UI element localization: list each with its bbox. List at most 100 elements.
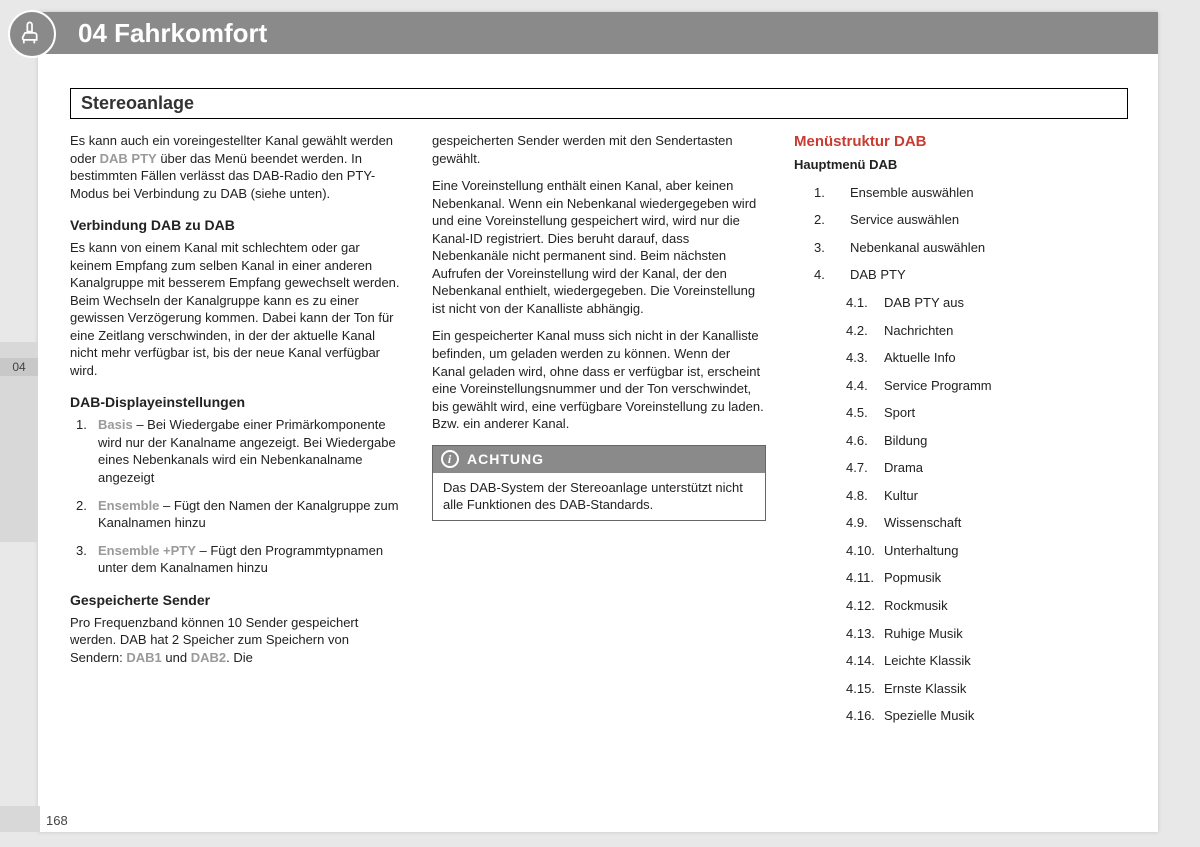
menu-item: 4.8.Kultur — [794, 487, 1128, 505]
page-footer-bar — [0, 806, 1158, 832]
menu-item-label: Spezielle Musik — [884, 707, 974, 725]
menu-item-number: 2. — [794, 211, 850, 229]
seat-icon — [8, 10, 56, 58]
menu-item: 4.3.Aktuelle Info — [794, 349, 1128, 367]
menu-item-number: 4.11. — [794, 569, 884, 587]
menu-item-number: 4.8. — [794, 487, 884, 505]
list-lead-term: Basis — [98, 417, 133, 432]
menu-item: 4.5.Sport — [794, 404, 1128, 422]
list-item: 3.Ensemble +PTY – Fügt den Programmtypna… — [76, 542, 404, 577]
menu-sublist: 4.1.DAB PTY aus4.2.Nachrichten4.3.Aktuel… — [794, 294, 1128, 725]
menu-item-number: 4.12. — [794, 597, 884, 615]
paper: 04 Fahrkomfort Stereoanlage 04 Es kann a… — [38, 12, 1158, 832]
menu-item-label: DAB PTY — [850, 266, 906, 284]
list-lead-term: Ensemble — [98, 498, 159, 513]
display-settings-list: 1.Basis – Bei Wiedergabe einer Primärkom… — [76, 416, 404, 576]
menu-item-label: Kultur — [884, 487, 918, 505]
page-number: 168 — [46, 813, 68, 828]
menu-item-number: 4.4. — [794, 377, 884, 395]
text: und — [162, 650, 191, 665]
menu-item-label: Nebenkanal auswählen — [850, 239, 985, 257]
text: . Die — [226, 650, 253, 665]
menu-item-number: 4.10. — [794, 542, 884, 560]
text: – Bei Wiedergabe einer Primärkomponente … — [98, 417, 396, 485]
callout-title: ACHTUNG — [467, 450, 544, 469]
dab2-term: DAB2 — [191, 650, 226, 665]
menu-item: 4.16.Spezielle Musik — [794, 707, 1128, 725]
c2-p2: Eine Voreinstellung enthält einen Kanal,… — [432, 177, 766, 317]
menu-item-number: 4.14. — [794, 652, 884, 670]
menu-item: 4.11.Popmusik — [794, 569, 1128, 587]
c1-p3: Pro Frequenzband können 10 Sender gespei… — [70, 614, 404, 667]
side-tab-number: 04 — [0, 358, 38, 376]
section-title-box: Stereoanlage — [70, 88, 1128, 119]
dab1-term: DAB1 — [126, 650, 161, 665]
menu-item-label: Sport — [884, 404, 915, 422]
menu-item-number: 4.16. — [794, 707, 884, 725]
menu-item-label: Rockmusik — [884, 597, 948, 615]
menu-item-label: Drama — [884, 459, 923, 477]
list-number: 1. — [76, 416, 98, 486]
menu-item-label: Aktuelle Info — [884, 349, 956, 367]
menu-item-number: 4.7. — [794, 459, 884, 477]
menu-item-number: 1. — [794, 184, 850, 202]
menu-item-label: Ensemble auswählen — [850, 184, 974, 202]
chapter-header: 04 Fahrkomfort — [38, 12, 1158, 54]
menu-item-label: Service Programm — [884, 377, 992, 395]
chapter-title: 04 Fahrkomfort — [78, 18, 267, 49]
list-item: 2.Ensemble – Fügt den Namen der Kanalgru… — [76, 497, 404, 532]
menu-item: 1.Ensemble auswählen — [794, 184, 1128, 202]
side-tab: 04 — [0, 342, 38, 542]
menu-item: 4.14.Leichte Klassik — [794, 652, 1128, 670]
menu-item: 4.4.Service Programm — [794, 377, 1128, 395]
list-lead-term: Ensemble +PTY — [98, 543, 196, 558]
menu-item: 3.Nebenkanal auswählen — [794, 239, 1128, 257]
column-2: gespeicherten Sender werden mit den Send… — [432, 132, 766, 735]
callout-body: Das DAB-System der Stereoanlage unterstü… — [433, 473, 765, 520]
main-menu-heading: Hauptmenü DAB — [794, 156, 1128, 174]
c2-p1: gespeicherten Sender werden mit den Send… — [432, 132, 766, 167]
list-number: 3. — [76, 542, 98, 577]
info-icon: i — [441, 450, 459, 468]
menu-item-label: Bildung — [884, 432, 927, 450]
list-body: Basis – Bei Wiedergabe einer Primärkompo… — [98, 416, 404, 486]
menu-item-label: Unterhaltung — [884, 542, 958, 560]
menu-item-number: 4.2. — [794, 322, 884, 340]
menu-item: 4.6.Bildung — [794, 432, 1128, 450]
menu-item-label: Ernste Klassik — [884, 680, 966, 698]
menu-item-label: DAB PTY aus — [884, 294, 964, 312]
menu-item-label: Wissenschaft — [884, 514, 961, 532]
menu-item: 4.DAB PTY — [794, 266, 1128, 284]
c1-h2: DAB-Displayeinstellungen — [70, 393, 404, 412]
c2-p3: Ein gespeicherter Kanal muss sich nicht … — [432, 327, 766, 432]
content-columns: Es kann auch ein voreingestellter Kanal … — [70, 132, 1128, 735]
list-body: Ensemble – Fügt den Namen der Kanalgrupp… — [98, 497, 404, 532]
menu-item-number: 4.9. — [794, 514, 884, 532]
list-number: 2. — [76, 497, 98, 532]
menu-item-number: 4.6. — [794, 432, 884, 450]
menu-item-number: 4.13. — [794, 625, 884, 643]
menu-item: 4.7.Drama — [794, 459, 1128, 477]
menu-item: 4.10.Unterhaltung — [794, 542, 1128, 560]
menu-list: 1.Ensemble auswählen2.Service auswählen3… — [794, 184, 1128, 284]
menu-item-label: Ruhige Musik — [884, 625, 963, 643]
menu-item: 2.Service auswählen — [794, 211, 1128, 229]
page-root: 04 Fahrkomfort Stereoanlage 04 Es kann a… — [0, 0, 1200, 847]
menu-item-label: Leichte Klassik — [884, 652, 971, 670]
section-title: Stereoanlage — [81, 93, 1117, 114]
menu-item-label: Service auswählen — [850, 211, 959, 229]
c1-h1: Verbindung DAB zu DAB — [70, 216, 404, 235]
list-item: 1.Basis – Bei Wiedergabe einer Primärkom… — [76, 416, 404, 486]
menu-item: 4.2.Nachrichten — [794, 322, 1128, 340]
menu-item: 4.9.Wissenschaft — [794, 514, 1128, 532]
c1-p1: Es kann auch ein voreingestellter Kanal … — [70, 132, 404, 202]
column-1: Es kann auch ein voreingestellter Kanal … — [70, 132, 404, 735]
menu-item-number: 3. — [794, 239, 850, 257]
dab-pty-term: DAB PTY — [100, 151, 157, 166]
attention-callout: i ACHTUNG Das DAB-System der Stereoanlag… — [432, 445, 766, 521]
menu-item-label: Popmusik — [884, 569, 941, 587]
menu-item-number: 4. — [794, 266, 850, 284]
callout-header: i ACHTUNG — [433, 446, 765, 473]
menu-item-number: 4.3. — [794, 349, 884, 367]
c1-p2: Es kann von einem Kanal mit schlechtem o… — [70, 239, 404, 379]
